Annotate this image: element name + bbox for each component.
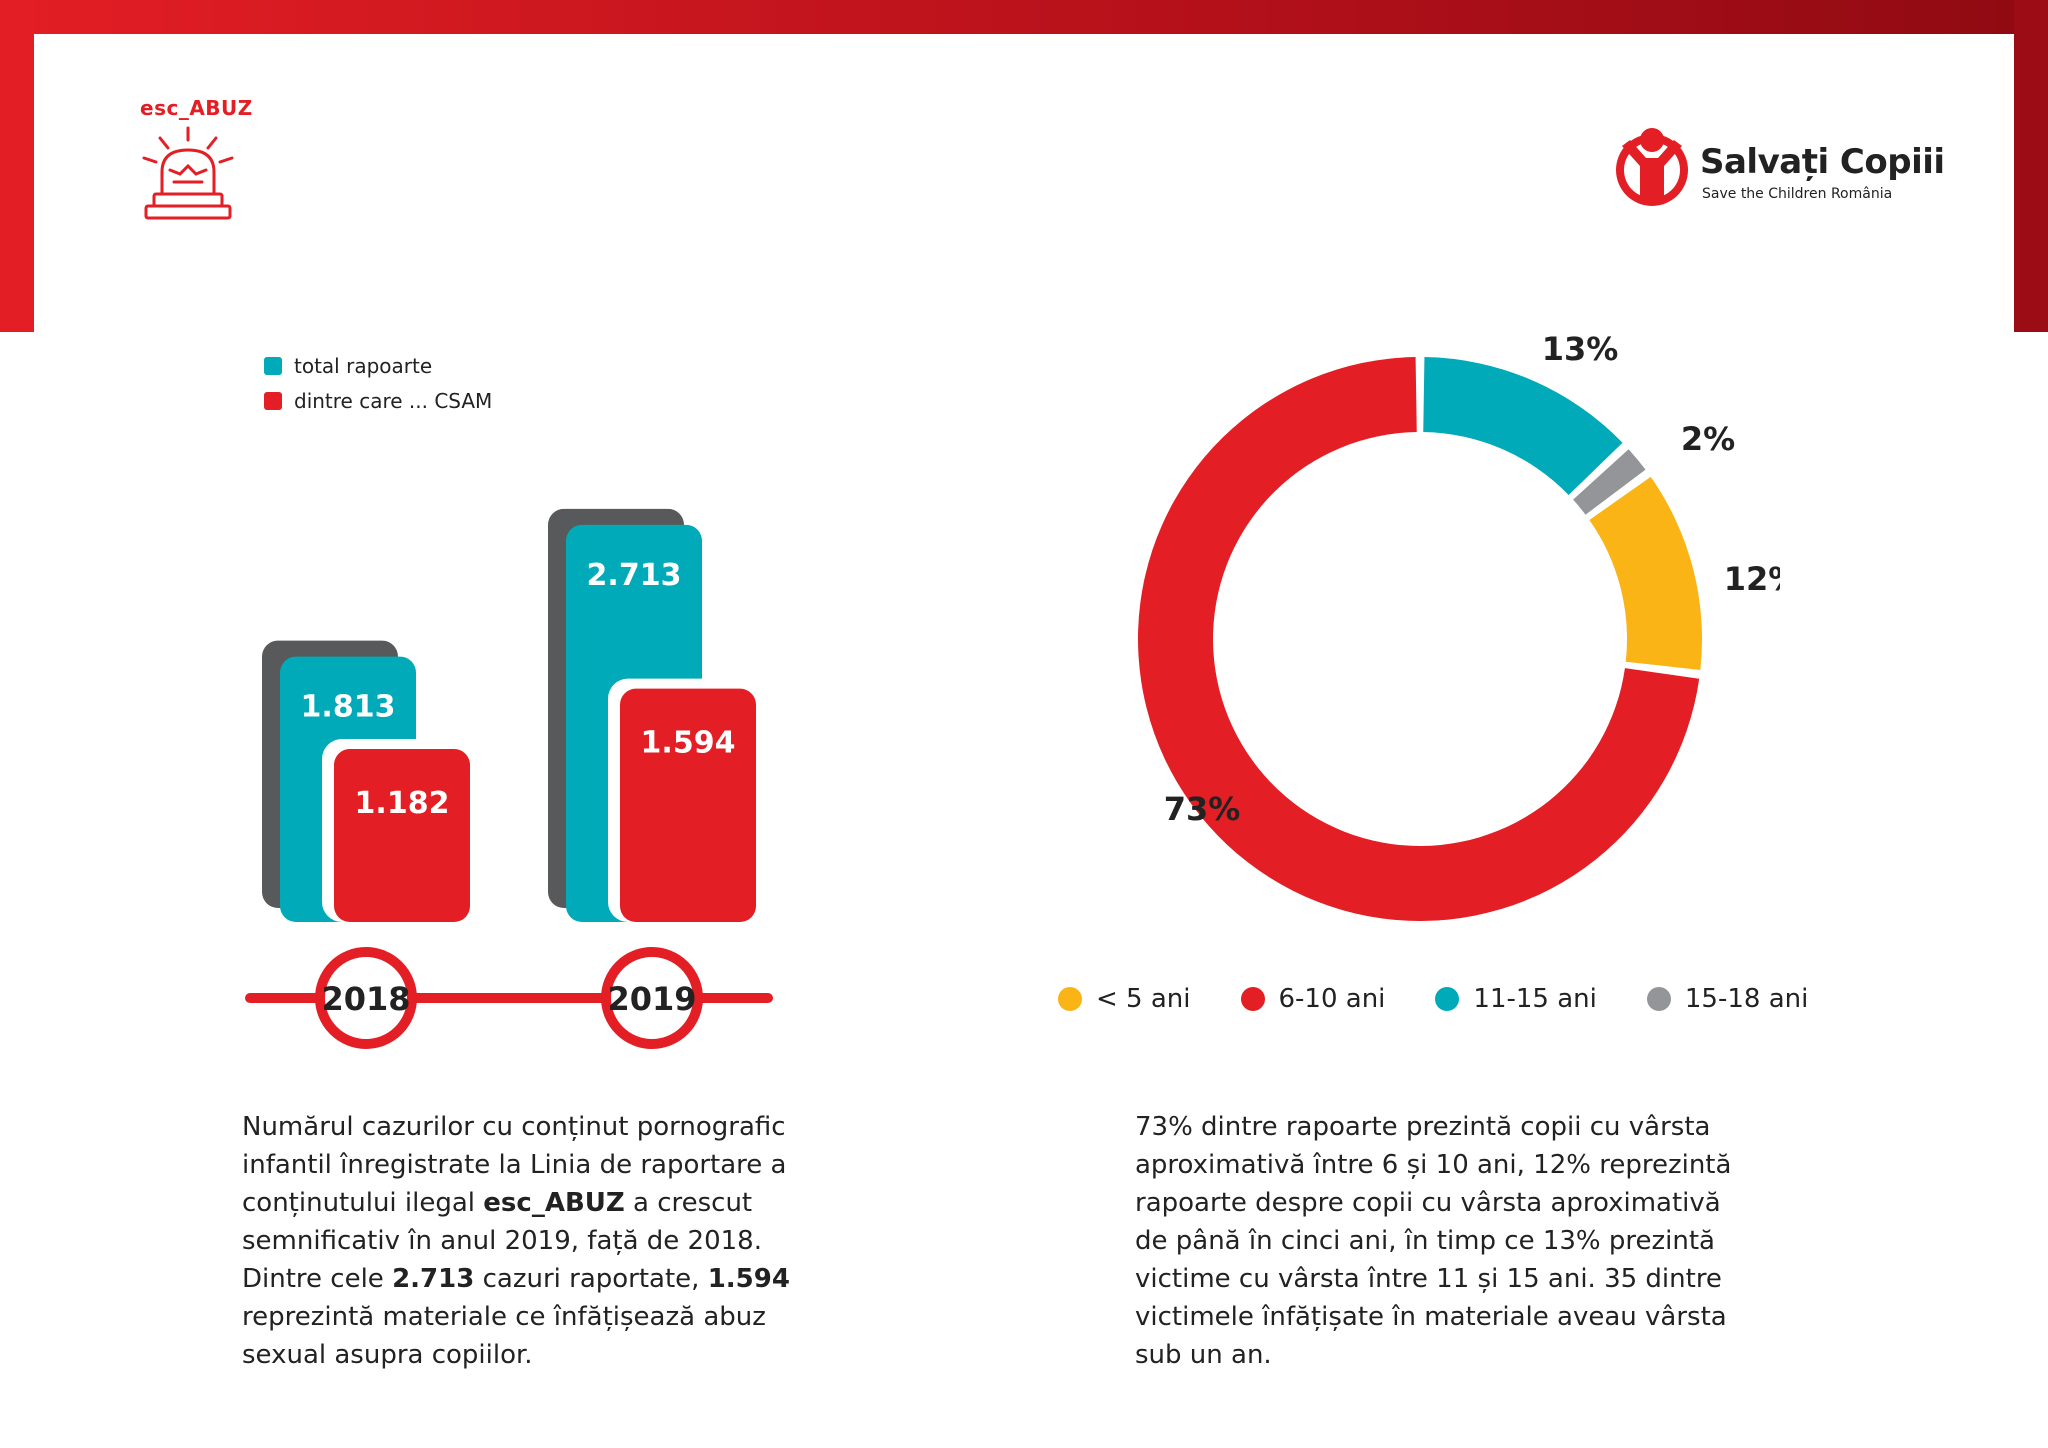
donut-label-15-18: 2% — [1681, 420, 1735, 458]
year-label-2019: 2019 — [607, 980, 696, 1018]
esc-abuz-logo-text: esc_ABUZ — [140, 96, 253, 120]
year-circle-2019 — [601, 947, 703, 1049]
donut-label-6-10: 73% — [1164, 790, 1241, 828]
right-description: 73% dintre rapoarte prezintă copii cu vâ… — [1135, 1112, 1732, 1370]
year-circle-2018 — [315, 947, 417, 1049]
legend-item-11-15: 11-15 ani — [1435, 984, 1597, 1014]
child-figure-icon — [1616, 128, 1688, 206]
top-frame-band — [0, 0, 2048, 34]
left-text-part-4: reprezintă materiale ce înfățișează abuz… — [242, 1302, 766, 1370]
bar-csam-2018 — [334, 748, 470, 922]
legend-label-6-10: 6-10 ani — [1278, 984, 1386, 1014]
legend-item-csam: dintre care ... CSAM — [264, 389, 492, 413]
donut-layer — [1138, 357, 1702, 922]
donut-label-11-15: 13% — [1542, 330, 1619, 368]
legend-item-15-18: 15-18 ani — [1646, 984, 1809, 1014]
slice-11-15 — [1423, 357, 1623, 495]
legend-swatch-red — [264, 392, 282, 410]
salvati-copiii-title: Salvați Copiii — [1700, 142, 1945, 182]
legend-label-under-5: < 5 ani — [1096, 984, 1191, 1014]
year-timeline: 2018 2019 — [245, 947, 773, 1049]
salvati-copiii-logo: Salvați Copiii Save the Children România — [1612, 124, 1945, 220]
right-frame-band — [2014, 0, 2048, 332]
bar-group-2019: 2.713 1.594 — [548, 508, 760, 922]
legend-label-11-15: 11-15 ani — [1473, 984, 1597, 1014]
legend-item-total: total rapoarte — [264, 354, 432, 378]
left-text-bold-esc-abuz: esc_ABUZ — [483, 1188, 625, 1218]
esc-abuz-logo: esc_ABUZ — [132, 96, 262, 236]
legend-item-under-5: < 5 ani — [1058, 984, 1191, 1014]
legend-label-csam: dintre care ... CSAM — [294, 389, 493, 413]
legend-label-total: total rapoarte — [294, 354, 433, 378]
salvati-copiii-subtitle: Save the Children România — [1702, 186, 1893, 202]
year-label-2018: 2018 — [321, 980, 410, 1018]
legend-swatch-teal — [264, 357, 282, 375]
left-description: Numărul cazurilor cu conținut pornografi… — [242, 1108, 842, 1374]
alarm-siren-icon — [142, 126, 234, 220]
left-text-part-1: Numărul cazurilor cu conținut pornografi… — [242, 1112, 787, 1218]
bar-group-2018: 1.813 1.182 — [262, 640, 474, 922]
left-text-bold-total: 2.713 — [392, 1264, 475, 1294]
slice-under-5 — [1589, 476, 1702, 670]
bar-layer: 1.813 1.182 2.713 1.594 — [262, 508, 760, 922]
legend-dot-yellow — [1058, 987, 1082, 1011]
left-text-bold-csam: 1.594 — [707, 1264, 790, 1294]
donut-legend: < 5 ani 6-10 ani 11-15 ani 15-18 ani — [1058, 984, 1808, 1014]
bar-label-csam-2018: 1.182 — [355, 786, 450, 821]
donut-chart: 12% 73% 13% 2% — [1138, 330, 1780, 922]
bar-csam-2019 — [620, 688, 756, 922]
donut-labels: 12% 73% 13% 2% — [1164, 330, 1780, 828]
slice-15-18 — [1573, 449, 1646, 515]
left-text-part-3: cazuri raportate, — [474, 1264, 708, 1294]
legend-dot-red — [1240, 987, 1265, 1011]
bar-label-total-2018: 1.813 — [301, 690, 396, 725]
legend-dot-gray — [1646, 987, 1671, 1011]
legend-dot-teal — [1435, 987, 1460, 1011]
bar-chart: 1.813 1.182 2.713 1.594 2018 2019 — [245, 508, 773, 1049]
bar-label-total-2019: 2.713 — [587, 558, 682, 593]
legend-item-6-10: 6-10 ani — [1240, 984, 1386, 1014]
legend-label-15-18: 15-18 ani — [1684, 984, 1809, 1014]
donut-label-under-5: 12% — [1724, 560, 1780, 598]
bar-label-csam-2019: 1.594 — [641, 726, 736, 761]
left-text-part-2: a crescut semnificativ în anul 2019, faț… — [242, 1188, 762, 1294]
left-frame-band — [0, 0, 34, 332]
